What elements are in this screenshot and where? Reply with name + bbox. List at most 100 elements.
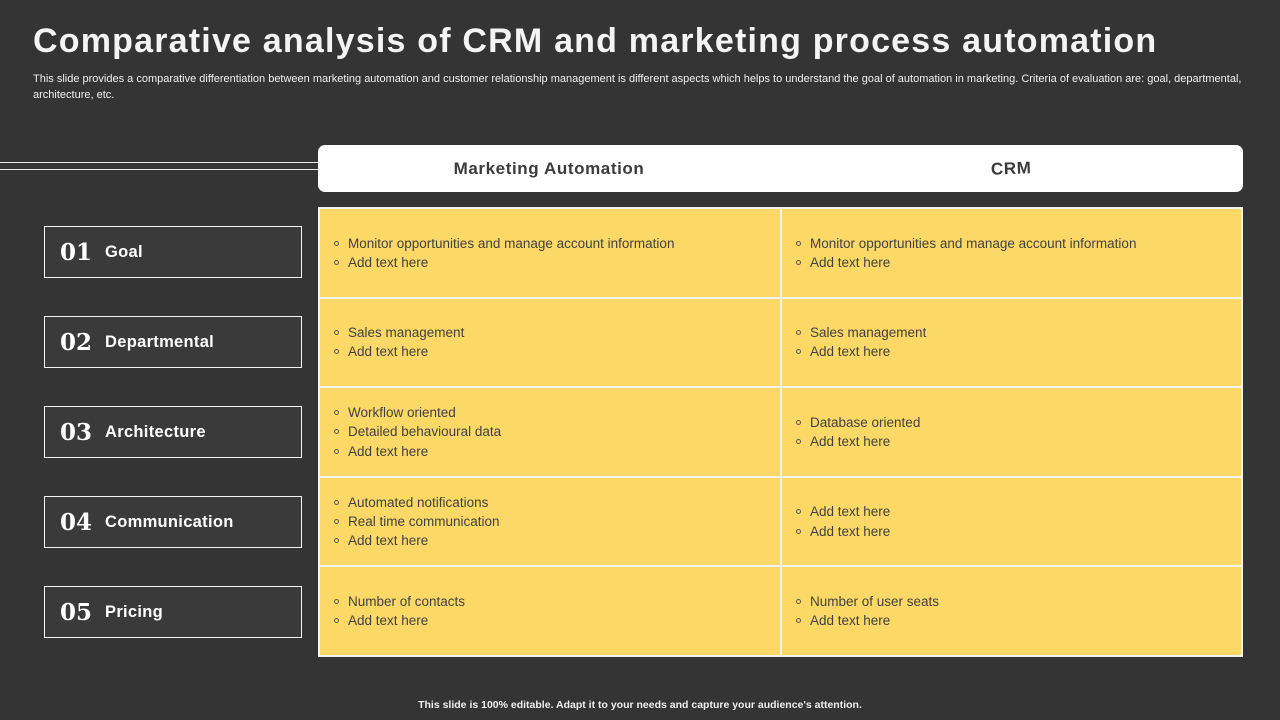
list-item-text: Real time communication — [348, 514, 500, 529]
list-item: Add text here — [796, 342, 926, 361]
decorative-line — [0, 162, 318, 163]
table-row-communication: Automated notifications Real time commun… — [320, 477, 1241, 566]
row-number: 04 — [60, 508, 93, 536]
row-label-communication: 04 Communication — [44, 496, 302, 548]
list-item: Add text here — [796, 253, 1136, 272]
list-item-text: Add text here — [348, 613, 429, 629]
row-number: 02 — [60, 328, 93, 356]
decorative-lines — [0, 162, 318, 170]
column-header-marketing-automation: Marketing Automation — [318, 145, 780, 192]
row-label: Departmental — [105, 332, 215, 351]
list-item-text: Add text here — [810, 523, 891, 539]
list-item: Real time communication — [334, 512, 500, 531]
cell-architecture-marketing-automation: Workflow oriented Detailed behavioural d… — [320, 388, 780, 476]
cell-departmental-crm: Sales management Add text here — [782, 298, 1241, 387]
comparison-table: Monitor opportunities and manage account… — [318, 207, 1243, 657]
decorative-line — [0, 169, 318, 170]
list-item: Workflow oriented — [334, 403, 501, 422]
list-item: Sales management — [796, 323, 926, 342]
list-item: Add text here — [334, 531, 500, 550]
list-item: Add text here — [796, 432, 920, 451]
circle-bullet-icon — [796, 259, 801, 265]
list-item: Automated notifications — [334, 493, 500, 512]
cell-communication-crm: Add text here Add text here — [782, 477, 1241, 566]
circle-bullet-icon — [796, 438, 801, 444]
circle-bullet-icon — [334, 538, 339, 544]
list-item-text: Number of user seats — [810, 594, 940, 610]
row-label: Pricing — [105, 602, 164, 621]
circle-bullet-icon — [796, 240, 801, 246]
list-item: Monitor opportunities and manage account… — [796, 234, 1136, 253]
list-item-text: Add text here — [348, 344, 429, 360]
list-item: Add text here — [796, 502, 890, 521]
slide-description: This slide provides a comparative differ… — [33, 73, 1242, 101]
cell-pricing-crm: Number of user seats Add text here — [782, 567, 1241, 655]
cell-goal-crm: Monitor opportunities and manage account… — [782, 209, 1241, 297]
table-row-departmental: Sales management Add text here Sales man… — [320, 298, 1241, 387]
circle-bullet-icon — [796, 618, 801, 624]
list-item-text: Monitor opportunities and manage account… — [348, 235, 675, 251]
list-item-text: Add text here — [810, 613, 891, 629]
list-item-text: Workflow oriented — [348, 405, 456, 421]
list-item-text: Monitor opportunities and manage account… — [810, 235, 1137, 251]
circle-bullet-icon — [334, 618, 339, 624]
list-item-text: Add text here — [810, 433, 891, 449]
circle-bullet-icon — [796, 528, 801, 534]
list-item: Add text here — [334, 611, 465, 630]
list-item: Number of contacts — [334, 592, 465, 611]
row-label-architecture: 03 Architecture — [44, 406, 302, 458]
list-item-text: Add text here — [348, 443, 429, 459]
circle-bullet-icon — [334, 448, 339, 454]
list-item: Detailed behavioural data — [334, 422, 501, 441]
list-item: Sales management — [334, 323, 464, 342]
table-row-architecture: Workflow oriented Detailed behavioural d… — [320, 388, 1241, 476]
list-item-text: Add text here — [810, 344, 891, 360]
list-item-text: Database oriented — [810, 414, 921, 430]
circle-bullet-icon — [796, 349, 801, 355]
list-item: Add text here — [796, 611, 939, 630]
cell-departmental-marketing-automation: Sales management Add text here — [320, 298, 780, 387]
row-label: Goal — [105, 242, 143, 261]
circle-bullet-icon — [334, 240, 339, 246]
list-item: Add text here — [334, 442, 501, 461]
list-item: Add text here — [334, 253, 674, 272]
list-item: Number of user seats — [796, 592, 939, 611]
table-row-pricing: Number of contacts Add text here Number … — [320, 567, 1241, 655]
row-label-departmental: 02 Departmental — [44, 316, 302, 368]
list-item: Add text here — [334, 342, 464, 361]
cell-architecture-crm: Database oriented Add text here — [782, 388, 1241, 476]
row-number: 03 — [60, 418, 93, 446]
circle-bullet-icon — [334, 429, 339, 435]
list-item: Monitor opportunities and manage account… — [334, 234, 674, 253]
cell-goal-marketing-automation: Monitor opportunities and manage account… — [320, 209, 780, 297]
list-item: Database oriented — [796, 413, 920, 432]
row-label-pricing: 05 Pricing — [44, 586, 302, 638]
page-title: Comparative analysis of CRM and marketin… — [33, 22, 1158, 60]
list-item-text: Automated notifications — [348, 494, 489, 510]
circle-bullet-icon — [796, 330, 801, 336]
list-item-text: Add text here — [810, 504, 891, 520]
column-header-crm: CRM — [780, 145, 1243, 192]
circle-bullet-icon — [334, 499, 339, 505]
list-item-text: Add text here — [348, 254, 429, 270]
column-header-label: CRM — [990, 157, 1033, 179]
list-item-text: Number of contacts — [348, 594, 466, 610]
circle-bullet-icon — [334, 259, 339, 265]
circle-bullet-icon — [796, 599, 801, 605]
slide-footer-note: This slide is 100% editable. Adapt it to… — [418, 699, 862, 711]
list-item: Add text here — [796, 522, 890, 541]
list-item-text: Add text here — [348, 533, 429, 549]
circle-bullet-icon — [334, 599, 339, 605]
list-item-text: Add text here — [810, 254, 891, 270]
row-label: Architecture — [105, 422, 206, 441]
list-item-text: Detailed behavioural data — [348, 424, 502, 440]
circle-bullet-icon — [334, 519, 339, 524]
circle-bullet-icon — [796, 419, 801, 425]
table-header-bar: Marketing Automation CRM — [318, 145, 1243, 192]
circle-bullet-icon — [334, 349, 339, 355]
cell-pricing-marketing-automation: Number of contacts Add text here — [320, 567, 780, 655]
cell-communication-marketing-automation: Automated notifications Real time commun… — [320, 477, 780, 566]
table-row-goal: Monitor opportunities and manage account… — [320, 209, 1241, 297]
row-number: 05 — [60, 598, 93, 626]
